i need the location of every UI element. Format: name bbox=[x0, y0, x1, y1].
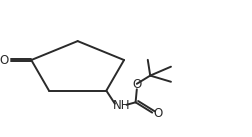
Text: O: O bbox=[153, 107, 162, 120]
Text: O: O bbox=[0, 54, 8, 67]
Text: O: O bbox=[132, 78, 141, 91]
Text: NH: NH bbox=[113, 99, 131, 112]
